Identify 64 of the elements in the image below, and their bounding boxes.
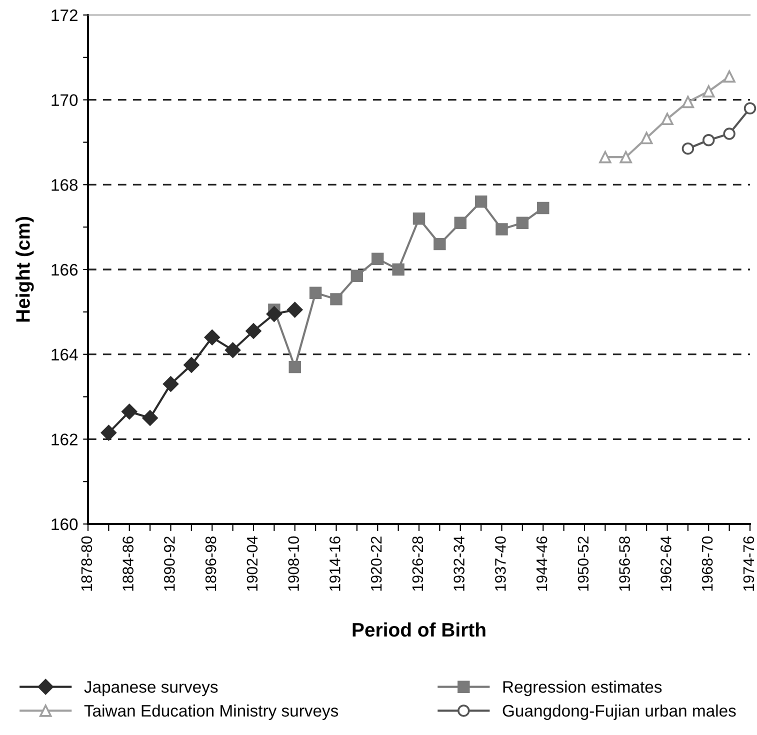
point [702,134,715,146]
y-tick-label: 168 [52,179,78,191]
point [184,357,200,373]
x-tick-label: 1950-52 [578,536,589,591]
x-tick-label: 1968-70 [702,536,713,591]
point [682,96,694,108]
point [162,376,179,392]
y-tick-label: 160 [52,518,78,530]
point [723,128,736,140]
x-tick-label: 1902-04 [246,536,258,591]
y-tick-label: 170 [52,94,78,106]
point [412,212,426,225]
x-axis-title: Period of Birth [352,622,486,637]
point [246,323,262,339]
point [723,70,736,83]
x-tick-label: 1878-80 [81,536,92,591]
x-tick-label: 1926-28 [412,536,424,591]
x-tick-label: 1896-98 [205,536,216,591]
point [350,270,364,282]
point [640,132,653,144]
point [537,202,550,214]
x-tick-label: 1920-22 [370,536,382,591]
x-tick-label: 1908-10 [288,536,299,591]
legend-label: Taiwan Education Ministry surveys [84,704,338,720]
legend-label: Regression estimates [503,680,662,696]
y-tick-label: 162 [52,434,78,446]
x-tick-label: 1944-46 [536,536,548,591]
legend-label: Japanese surveys [84,681,218,696]
point [204,330,220,346]
legend-label: Guangdong-Fujian urban males [502,704,736,720]
point [434,238,446,250]
y-tick-label: 172 [52,9,78,22]
point [496,223,508,236]
point [287,302,303,318]
x-tick-label: 1914-16 [330,536,340,591]
point [372,252,384,266]
x-tick-label: 1962-64 [660,536,672,591]
point [266,306,282,322]
x-tick-label: 1937-40 [495,536,506,591]
point [516,216,529,229]
point [744,102,756,114]
point [599,150,612,164]
point [288,360,301,374]
x-tick-label: 1956-58 [619,536,630,591]
point [620,150,632,164]
point [392,263,404,276]
point [682,142,694,155]
point [661,112,674,126]
x-tick-label: 1932-34 [454,536,464,591]
y-tick-label: 164 [52,348,78,361]
y-axis-title: Height (cm) [16,216,34,322]
x-tick-label: 1890-92 [164,536,175,591]
point [702,85,715,98]
point [330,293,342,306]
x-tick-label: 1884-86 [122,536,134,591]
point [142,410,158,426]
point [225,342,241,358]
y-tick-label: 166 [52,264,78,276]
point [309,286,322,299]
point [122,404,138,420]
point [100,425,116,441]
x-tick-label: 1974-76 [743,536,754,591]
point [474,196,488,208]
point [454,216,466,229]
